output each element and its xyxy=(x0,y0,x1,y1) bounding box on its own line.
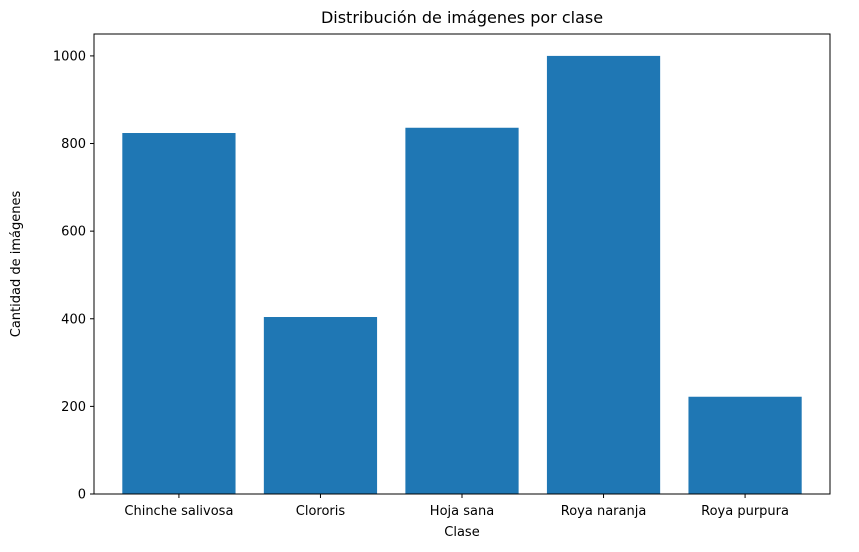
x-tick-label: Chinche salivosa xyxy=(124,504,233,519)
x-axis-label: Clase xyxy=(444,525,479,540)
bar-clororis xyxy=(263,317,378,494)
y-tick-label: 800 xyxy=(61,137,86,152)
x-tick-label: Clororis xyxy=(296,504,346,519)
bar-roya-purpura xyxy=(688,396,802,494)
y-tick-label: 1000 xyxy=(53,49,86,64)
y-tick-label: 0 xyxy=(78,488,86,503)
x-tick-label: Roya purpura xyxy=(701,504,789,519)
y-tick-label: 400 xyxy=(61,312,86,327)
plot-frame xyxy=(93,33,831,495)
chart-title: Distribución de imágenes por clase xyxy=(321,8,603,27)
x-tick-label: Roya naranja xyxy=(561,504,647,519)
x-tick-label: Hoja sana xyxy=(430,504,494,519)
bars-group xyxy=(122,55,802,495)
bar-hoja-sana xyxy=(405,127,519,494)
y-axis-ticks: 0 200 400 600 800 1000 xyxy=(53,49,94,503)
y-tick-label: 600 xyxy=(61,225,86,240)
x-axis-ticks: Chinche salivosa Clororis Hoja sana Roya na… xyxy=(124,494,789,519)
bar-chinche-salivosa xyxy=(122,133,236,494)
y-tick-label: 200 xyxy=(61,400,86,415)
bar-roya-naranja xyxy=(546,55,661,495)
y-axis-label: Cantidad de imágenes xyxy=(9,191,24,338)
